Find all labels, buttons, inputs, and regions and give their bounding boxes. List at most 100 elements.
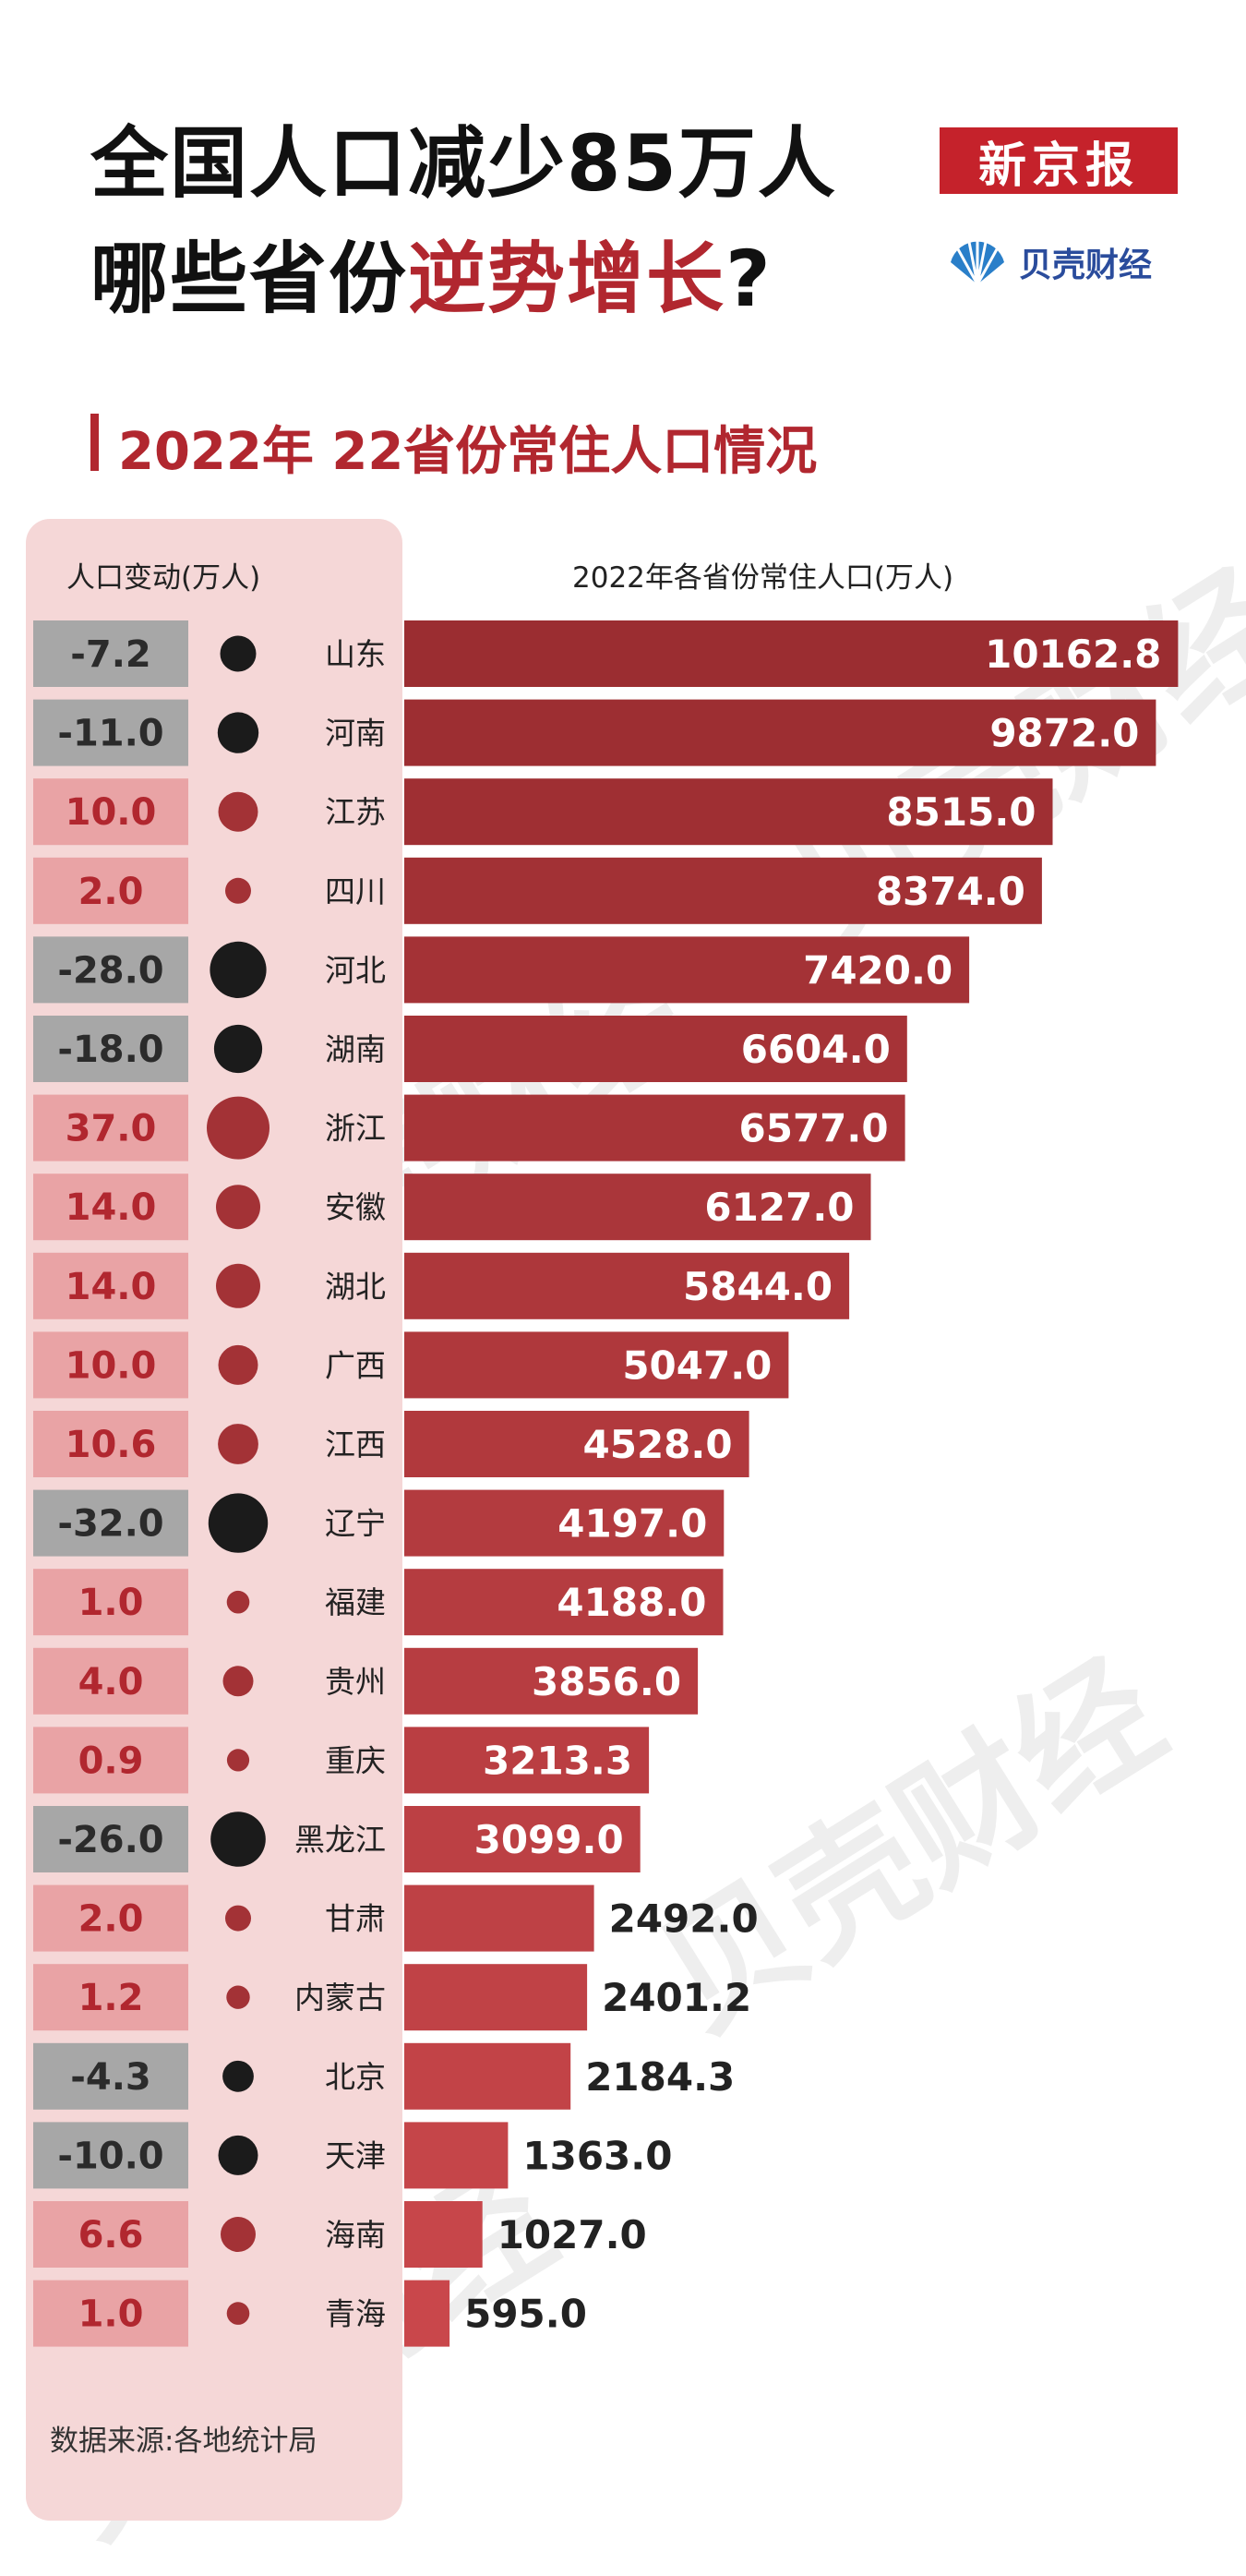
province-label: 湖南 xyxy=(325,1031,386,1067)
change-box xyxy=(33,620,188,687)
change-dot xyxy=(213,1024,263,1074)
change-value: 2.0 xyxy=(78,871,144,913)
province-label: 北京 xyxy=(325,2059,386,2095)
population-column-header: 2022年各省份常住人口(万人) xyxy=(572,561,954,595)
change-value: 2.0 xyxy=(78,1898,144,1941)
province-label: 江苏 xyxy=(325,794,386,830)
population-value: 595.0 xyxy=(464,2292,587,2337)
change-column-header: 人口变动(万人) xyxy=(66,561,261,595)
population-bar xyxy=(404,1252,850,1319)
change-box xyxy=(33,2201,188,2268)
change-dot xyxy=(218,1424,258,1464)
change-box xyxy=(33,1569,188,1636)
population-bar xyxy=(404,1806,641,1872)
change-value: 1.0 xyxy=(78,1582,144,1624)
population-value: 2184.3 xyxy=(585,2054,735,2100)
population-bar xyxy=(404,1174,871,1241)
population-value: 4197.0 xyxy=(557,1501,707,1547)
province-label: 辽宁 xyxy=(325,1506,386,1542)
change-value: -7.2 xyxy=(70,633,150,676)
headline-line1: 全国人口减少85万人 xyxy=(90,118,837,209)
population-value: 3856.0 xyxy=(532,1659,681,1704)
change-dot xyxy=(218,1344,258,1385)
population-value: 8515.0 xyxy=(886,789,1036,835)
province-label: 河南 xyxy=(325,716,386,752)
change-value: 0.9 xyxy=(78,1739,144,1782)
province-label: 湖北 xyxy=(325,1269,386,1305)
population-bar xyxy=(404,2280,450,2347)
population-bar xyxy=(404,1331,789,1399)
province-label: 山东 xyxy=(325,636,386,672)
change-value: 10.6 xyxy=(66,1424,157,1466)
sub-brand-logo: 贝壳财经 xyxy=(945,233,1152,292)
change-value: -28.0 xyxy=(57,949,163,992)
change-value: -10.0 xyxy=(57,2135,163,2177)
change-dot xyxy=(218,2135,258,2175)
population-value: 10162.8 xyxy=(985,632,1161,677)
change-value: -18.0 xyxy=(57,1029,163,1071)
population-bar xyxy=(404,2122,509,2189)
population-value: 6604.0 xyxy=(741,1027,891,1072)
change-value: -26.0 xyxy=(57,1819,163,1861)
headline-line2: 哪些省份逆势增长? xyxy=(90,217,773,329)
change-box xyxy=(33,1331,188,1399)
change-dot xyxy=(207,1096,270,1160)
province-label: 安徽 xyxy=(325,1189,386,1225)
population-value: 8374.0 xyxy=(876,869,1025,914)
change-value: 4.0 xyxy=(78,1661,144,1703)
change-value: 14.0 xyxy=(66,1186,157,1229)
change-box xyxy=(33,699,188,766)
change-dot xyxy=(220,635,257,672)
change-dot xyxy=(221,2217,256,2252)
change-value: 1.0 xyxy=(78,2293,144,2336)
change-value: 10.0 xyxy=(66,1344,157,1387)
section-title: 2022年 22省份常住人口情况 xyxy=(118,422,818,482)
change-box xyxy=(33,1884,188,1952)
change-dot xyxy=(208,1493,269,1553)
province-label: 四川 xyxy=(325,873,386,909)
change-dot xyxy=(225,877,251,904)
population-bar xyxy=(404,1411,749,1477)
change-dot xyxy=(216,1185,260,1230)
population-bar xyxy=(404,1964,588,2031)
population-bar xyxy=(404,778,1053,846)
population-bar xyxy=(404,2201,483,2268)
change-box xyxy=(33,1016,188,1082)
population-value: 3213.3 xyxy=(483,1738,632,1783)
headline-suffix: ? xyxy=(725,234,773,324)
change-dot xyxy=(210,1812,266,1867)
change-dot xyxy=(225,1905,251,1932)
population-bar xyxy=(404,699,1156,766)
province-label: 河北 xyxy=(325,952,386,988)
source-note: 数据来源:各地统计局 xyxy=(50,2425,317,2458)
population-value: 6577.0 xyxy=(739,1106,889,1151)
province-label: 黑龙江 xyxy=(294,1822,386,1858)
change-box xyxy=(33,936,188,1004)
province-label: 甘肃 xyxy=(325,1901,386,1937)
change-dot xyxy=(216,1263,260,1308)
population-value: 4188.0 xyxy=(557,1580,706,1625)
change-value: -32.0 xyxy=(57,1503,163,1546)
sub-brand-name: 贝壳财经 xyxy=(1019,247,1153,284)
population-bar xyxy=(404,1489,725,1557)
change-value: 10.0 xyxy=(66,791,157,834)
population-value: 9872.0 xyxy=(989,711,1139,756)
province-label: 广西 xyxy=(325,1347,386,1383)
province-label: 海南 xyxy=(325,2217,386,2253)
change-value: 37.0 xyxy=(66,1108,157,1150)
change-box xyxy=(33,857,188,924)
population-value: 2401.2 xyxy=(602,1975,751,2020)
population-bar xyxy=(404,1647,699,1715)
province-label: 重庆 xyxy=(325,1742,386,1778)
province-label: 贵州 xyxy=(325,1664,386,1700)
change-box xyxy=(33,2042,188,2110)
population-value: 4528.0 xyxy=(583,1422,733,1467)
change-dot xyxy=(226,1749,250,1772)
change-dot xyxy=(218,791,258,832)
population-bar xyxy=(404,1094,905,1162)
change-box xyxy=(33,1806,188,1872)
population-value: 5047.0 xyxy=(622,1342,772,1388)
province-label: 江西 xyxy=(325,1426,386,1463)
population-value: 3099.0 xyxy=(474,1817,624,1862)
